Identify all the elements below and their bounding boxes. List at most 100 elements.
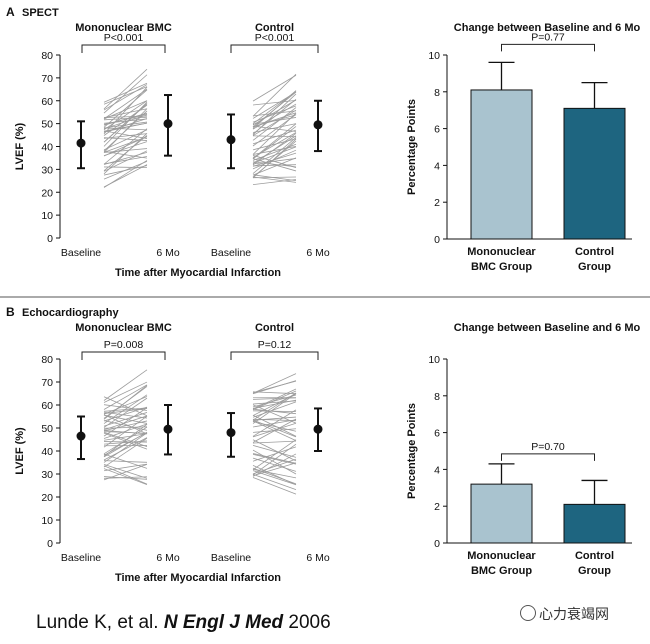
patient-line xyxy=(103,82,148,103)
mean-point xyxy=(76,431,86,441)
watermark: 心力衰竭网 xyxy=(520,604,609,624)
citation-authors: Lunde K, et al. xyxy=(36,612,159,633)
bar-y-tick-label: 10 xyxy=(428,354,440,366)
patient-line xyxy=(252,99,297,126)
bar-y-tick-label: 8 xyxy=(434,391,440,403)
patient-line xyxy=(252,445,297,458)
patient-line xyxy=(103,108,148,153)
patient-line xyxy=(103,463,148,472)
y-tick-label: 30 xyxy=(41,164,53,176)
citation-year: 2006 xyxy=(288,612,331,633)
patient-line xyxy=(103,121,148,129)
patient-line xyxy=(103,381,148,403)
mean-point xyxy=(226,428,236,438)
patient-line xyxy=(103,464,148,479)
patient-line xyxy=(103,384,148,410)
panel-letter: A xyxy=(6,5,15,19)
patient-line xyxy=(252,409,297,437)
patient-line xyxy=(103,423,148,439)
patient-line xyxy=(252,462,297,477)
patient-line xyxy=(103,89,148,128)
patient-line xyxy=(252,390,297,411)
watermark-text: 心力衰竭网 xyxy=(539,607,609,623)
patient-line xyxy=(103,160,148,188)
patient-line xyxy=(103,476,148,479)
y-tick-label: 60 xyxy=(41,96,53,108)
mean-point xyxy=(76,138,86,148)
patient-line xyxy=(103,166,148,169)
y-tick-label: 50 xyxy=(41,423,53,435)
bar-y-tick-label: 4 xyxy=(434,464,440,476)
patient-line xyxy=(103,156,148,165)
bar xyxy=(563,503,626,544)
bar-y-tick-label: 4 xyxy=(434,160,440,172)
x-axis-label: Time after Myocardial Infarction xyxy=(115,572,281,584)
patient-line xyxy=(103,414,148,435)
x-tick-label: Baseline xyxy=(61,552,101,564)
y-tick-label: 20 xyxy=(41,492,53,504)
patient-line xyxy=(252,117,297,125)
patient-line xyxy=(252,421,297,432)
patient-line xyxy=(103,437,148,468)
bar-y-axis-label: Percentage Points xyxy=(406,99,418,195)
panel-title: SPECT xyxy=(22,7,59,19)
patient-line xyxy=(252,161,297,168)
y-tick-label: 10 xyxy=(41,515,53,527)
patient-line xyxy=(103,426,148,455)
patient-line xyxy=(103,100,148,120)
y-tick-label: 20 xyxy=(41,187,53,199)
significance-bracket xyxy=(230,351,319,360)
patient-line xyxy=(103,148,148,153)
y-tick-label: 40 xyxy=(41,142,53,154)
y-tick-label: 50 xyxy=(41,119,53,131)
patient-line xyxy=(252,470,297,486)
group-name: Control xyxy=(255,322,294,334)
patient-line xyxy=(252,137,297,174)
bar-category-label: Group xyxy=(578,565,611,577)
x-tick-label: 6 Mo xyxy=(306,552,330,564)
patient-line xyxy=(103,88,148,120)
patient-line xyxy=(103,432,148,463)
patient-line xyxy=(252,73,297,117)
group-name: Mononuclear BMC xyxy=(75,22,172,34)
patient-line xyxy=(252,458,297,475)
y-axis-label: LVEF (%) xyxy=(14,122,26,170)
patient-line xyxy=(103,150,148,172)
bar-y-tick-label: 2 xyxy=(434,501,440,513)
p-value-label: P<0.001 xyxy=(104,32,144,44)
bar-y-tick-label: 8 xyxy=(434,87,440,99)
patient-line xyxy=(103,114,148,130)
bar xyxy=(470,483,533,544)
patient-line xyxy=(252,418,297,422)
mean-point xyxy=(313,120,323,130)
patient-line xyxy=(103,397,148,428)
x-tick-label: 6 Mo xyxy=(306,247,330,259)
bar-y-axis-label: Percentage Points xyxy=(406,403,418,499)
patient-line xyxy=(103,101,148,147)
patient-line xyxy=(252,453,297,465)
patient-line xyxy=(103,135,148,171)
y-tick-label: 80 xyxy=(41,50,53,62)
group-name: Control xyxy=(255,22,294,34)
patient-line xyxy=(252,164,297,167)
y-tick-label: 60 xyxy=(41,400,53,412)
citation-journal: N Engl J Med xyxy=(163,612,284,633)
x-axis-label: Time after Myocardial Infarction xyxy=(115,267,281,279)
p-value-label: P=0.008 xyxy=(104,339,144,351)
patient-line xyxy=(103,130,148,139)
x-tick-label: Baseline xyxy=(61,247,101,259)
y-tick-label: 10 xyxy=(41,210,53,222)
patient-line xyxy=(252,380,297,394)
patient-line xyxy=(103,396,148,415)
patient-line xyxy=(252,373,297,394)
patient-line xyxy=(252,408,297,415)
patient-line xyxy=(103,453,148,469)
patient-line xyxy=(103,407,148,412)
patient-line xyxy=(103,431,148,447)
x-tick-label: Baseline xyxy=(211,247,251,259)
patient-line xyxy=(252,391,297,395)
patient-line xyxy=(252,440,297,444)
patient-line xyxy=(252,74,297,102)
panel-letter: B xyxy=(6,305,15,319)
